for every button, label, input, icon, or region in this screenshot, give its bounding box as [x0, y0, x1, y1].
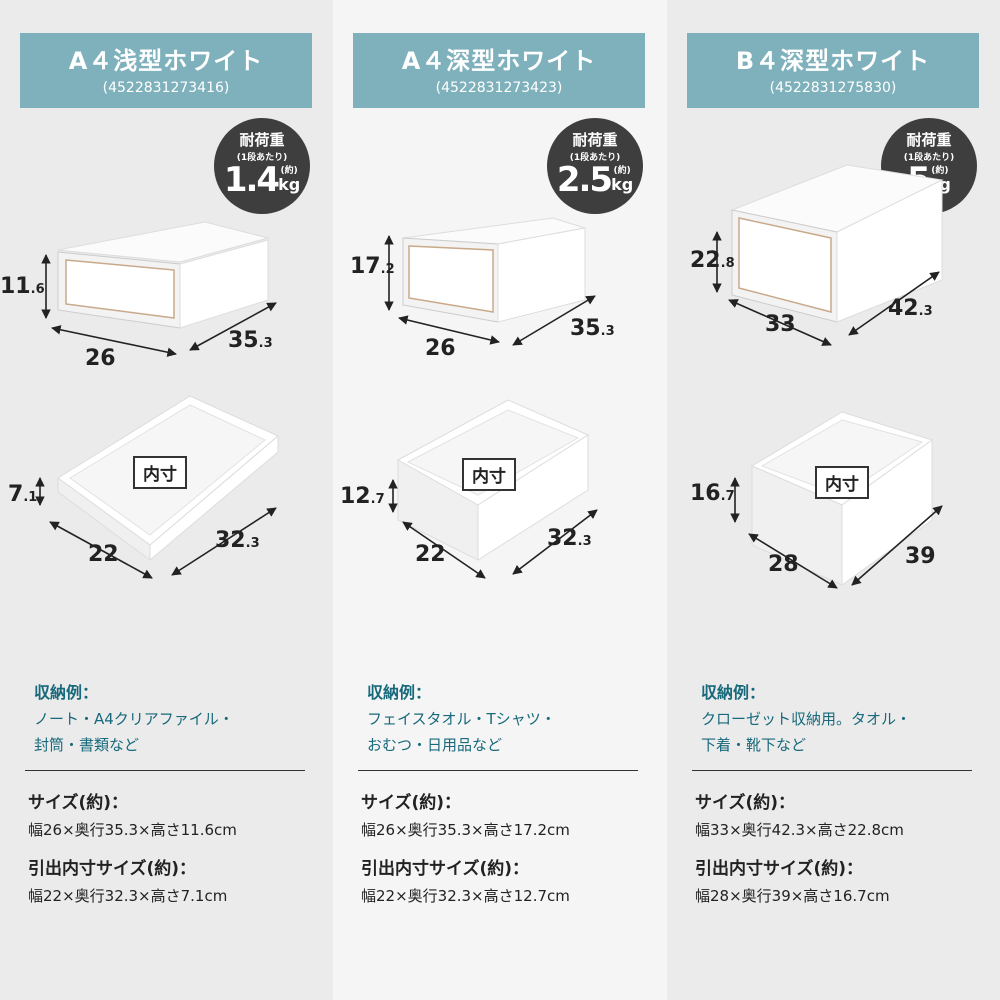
badge-value: 2.5: [556, 160, 613, 200]
divider: [25, 770, 305, 771]
badge-value: 1.4: [223, 160, 280, 200]
inner-width-label: 22: [415, 542, 446, 567]
inner-depth-label: 39: [905, 544, 936, 569]
size-heading: サイズ(約)：: [28, 793, 129, 813]
storage-examples: 収納例： クローゼット収納用。タオル・ 下着・靴下など: [701, 680, 911, 758]
drawer-side: [497, 227, 586, 323]
dimension-arrow: [512, 509, 598, 575]
load-capacity-badge: 耐荷重 (1段あたり) 1.4 (約) kg: [214, 118, 310, 214]
dimension-arrow: [748, 533, 838, 589]
inner-height-label: 16.7: [690, 481, 735, 506]
product-column: A４深型ホワイト (4522831273423) 耐荷重 (1段あたり) 2.5…: [333, 0, 667, 1000]
drawer-top: [57, 221, 270, 263]
badge-approx: (約): [613, 166, 631, 176]
drawer-illustration: [712, 164, 944, 589]
product-code: (4522831273416): [102, 80, 230, 96]
inner-height-label: 12.7: [340, 484, 385, 509]
badge-sublabel: (1段あたり): [236, 153, 288, 163]
product-title: A４深型ホワイト: [401, 47, 597, 75]
size-heading: サイズ(約)：: [361, 793, 462, 813]
drawer-size-value: 幅22×奥行32.3×高さ7.1cm: [28, 887, 228, 905]
size-value: 幅26×奥行35.3×高さ17.2cm: [361, 821, 570, 839]
product-header: A４深型ホワイト (4522831273423): [353, 33, 645, 108]
tray-inside: [406, 409, 580, 496]
drawer-illustration: [35, 221, 279, 579]
size-value: 幅33×奥行42.3×高さ22.8cm: [695, 821, 904, 839]
divider: [692, 770, 972, 771]
example-line: フェイスタオル・Tシャツ・: [367, 710, 556, 728]
inner-dimension-tag: 内寸: [462, 458, 516, 491]
outer-height-label: 11.6: [0, 274, 45, 299]
size-specs: サイズ(約)： 幅33×奥行42.3×高さ22.8cm 引出内寸サイズ(約)： …: [695, 788, 904, 920]
dimension-arrow: [398, 315, 500, 345]
example-line: おむつ・日用品など: [367, 736, 503, 754]
badge-sublabel: (1段あたり): [569, 153, 621, 163]
badge-label: 耐荷重: [906, 131, 952, 149]
outer-width-label: 33: [765, 312, 796, 337]
dimension-arrow: [171, 507, 277, 576]
outer-height-label: 17.2: [350, 254, 395, 279]
product-column: A４浅型ホワイト (4522831273416) 耐荷重 (1段あたり) 1.4…: [0, 0, 334, 1000]
example-line: クローゼット収納用。タオル・: [701, 710, 912, 728]
outer-depth-label: 35.3: [228, 328, 273, 353]
dimension-arrow: [51, 325, 177, 357]
drawer-size-heading: 引出内寸サイズ(約)：: [28, 859, 197, 879]
inner-width-label: 22: [88, 542, 119, 567]
drawer-size-heading: 引出内寸サイズ(約)：: [361, 859, 530, 879]
badge-approx: (約): [931, 166, 949, 176]
drawer-size-value: 幅28×奥行39×高さ16.7cm: [695, 887, 890, 905]
product-header: B４深型ホワイト (4522831275830): [687, 33, 979, 108]
outer-depth-label: 42.3: [888, 296, 933, 321]
badge-label: 耐荷重: [572, 131, 618, 149]
storage-examples: 収納例： フェイスタオル・Tシャツ・ おむつ・日用品など: [367, 680, 556, 758]
inner-dimension-tag: 内寸: [815, 466, 869, 499]
drawer-face: [65, 259, 175, 319]
inner-depth-label: 32.3: [215, 528, 260, 553]
product-title: A４浅型ホワイト: [68, 47, 264, 75]
drawer-face: [408, 245, 494, 313]
inner-width-label: 28: [768, 552, 799, 577]
inner-height-label: 7.1: [8, 482, 38, 507]
size-specs: サイズ(約)： 幅26×奥行35.3×高さ11.6cm 引出内寸サイズ(約)： …: [28, 788, 237, 920]
product-code: (4522831275830): [769, 80, 897, 96]
size-heading: サイズ(約)：: [695, 793, 796, 813]
examples-heading: 収納例：: [34, 683, 99, 702]
badge-sublabel: (1段あたり): [903, 153, 955, 163]
example-line: 下着・靴下など: [701, 736, 807, 754]
load-capacity-badge: 耐荷重 (1段あたり) 2.5 (約) kg: [547, 118, 643, 214]
product-title: B４深型ホワイト: [735, 47, 931, 75]
inner-dimension-tag: 内寸: [133, 456, 187, 489]
dimension-arrow: [512, 295, 596, 346]
dimension-arrow: [848, 271, 940, 336]
outer-width-label: 26: [425, 336, 456, 361]
dimension-arrow: [728, 299, 832, 346]
outer-depth-label: 35.3: [570, 316, 615, 341]
size-specs: サイズ(約)： 幅26×奥行35.3×高さ17.2cm 引出内寸サイズ(約)： …: [361, 788, 570, 920]
dimension-arrow: [402, 521, 486, 579]
inner-depth-label: 32.3: [547, 526, 592, 551]
dimension-arrow: [851, 505, 943, 586]
badge-unit: kg: [278, 175, 301, 194]
dimension-arrow: [189, 302, 277, 351]
drawer-size-value: 幅22×奥行32.3×高さ12.7cm: [361, 887, 570, 905]
example-line: 封筒・書類など: [34, 736, 140, 754]
badge-unit: kg: [611, 175, 634, 194]
example-line: ノート・A4クリアファイル・: [34, 710, 234, 728]
storage-examples: 収納例： ノート・A4クリアファイル・ 封筒・書類など: [34, 680, 234, 758]
product-column: B４深型ホワイト (4522831275830) 耐荷重 (1段あたり) 5(約…: [667, 0, 1000, 1000]
product-header: A４浅型ホワイト (4522831273416): [20, 33, 312, 108]
badge-label: 耐荷重: [239, 131, 285, 149]
examples-heading: 収納例：: [367, 683, 432, 702]
badge-approx: (約): [280, 166, 298, 176]
examples-heading: 収納例：: [701, 683, 766, 702]
divider: [358, 770, 638, 771]
drawer-size-heading: 引出内寸サイズ(約)：: [695, 859, 864, 879]
dimension-arrow: [49, 521, 153, 579]
outer-width-label: 26: [85, 346, 116, 371]
size-value: 幅26×奥行35.3×高さ11.6cm: [28, 821, 237, 839]
drawer-illustration: [384, 217, 598, 579]
outer-height-label: 22.8: [690, 248, 735, 273]
product-code: (4522831273423): [435, 80, 563, 96]
